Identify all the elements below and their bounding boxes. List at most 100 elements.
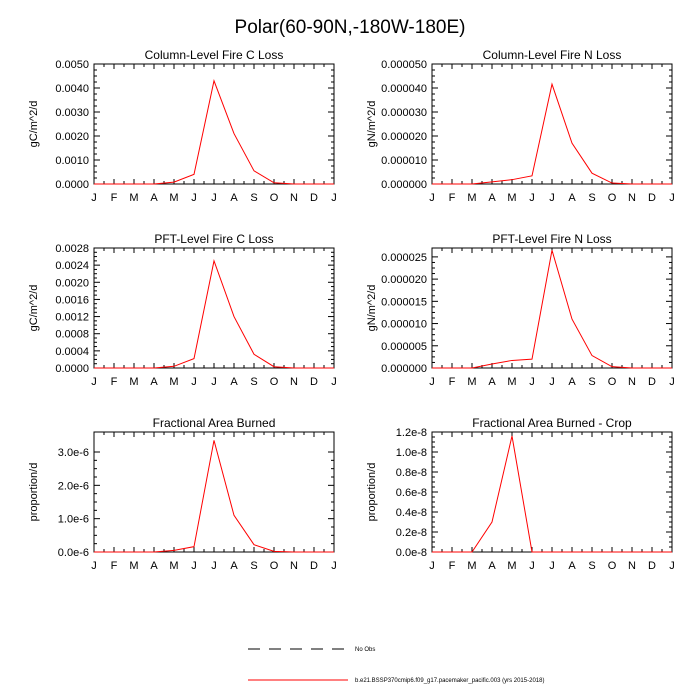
x-tick-label: O <box>608 192 617 204</box>
plot-frame <box>431 63 673 185</box>
y-tick-label: 1.0e-6 <box>58 514 89 526</box>
x-tick-label: D <box>648 560 656 572</box>
y-axis-label: gN/m^2/d <box>366 101 378 148</box>
plot-frame <box>431 431 673 553</box>
x-tick-label: J <box>191 376 197 388</box>
x-tick-label: J <box>211 376 217 388</box>
x-tick-label: O <box>608 376 617 388</box>
x-tick-label: O <box>270 560 279 572</box>
y-tick-label: 0.000015 <box>381 296 427 308</box>
x-tick-label: N <box>290 560 298 572</box>
panel-title: Column-Level Fire N Loss <box>483 48 622 62</box>
y-axis-label: proportion/d <box>366 463 378 522</box>
x-tick-label: S <box>250 192 257 204</box>
y-tick-label: 0.2e-8 <box>396 527 427 539</box>
y-tick-label: 0.0008 <box>55 329 89 341</box>
y-tick-label: 0.000020 <box>381 131 427 143</box>
legend-model-label: b.e21.BSSP370cmip6.f09_g17.pacemaker_pac… <box>355 678 544 684</box>
x-tick-label: M <box>169 560 178 572</box>
x-tick-label: A <box>568 376 576 388</box>
x-tick-label: N <box>628 376 636 388</box>
x-tick-label: J <box>91 560 97 572</box>
x-tick-label: A <box>488 376 496 388</box>
y-tick-label: 0.6e-8 <box>396 487 427 499</box>
x-tick-label: M <box>129 192 138 204</box>
x-tick-label: J <box>211 192 217 204</box>
x-tick-label: D <box>310 192 318 204</box>
x-tick-label: N <box>290 192 298 204</box>
x-tick-label: M <box>169 192 178 204</box>
series-line-model <box>432 82 672 185</box>
x-tick-label: J <box>429 192 435 204</box>
y-tick-label: 0.4e-8 <box>396 507 427 519</box>
x-tick-label: J <box>191 192 197 204</box>
series-line-model <box>432 250 672 369</box>
y-tick-label: 0.000010 <box>381 319 427 331</box>
x-tick-label: J <box>429 376 435 388</box>
x-tick-label: J <box>429 560 435 572</box>
plot-frame <box>431 247 673 369</box>
y-tick-label: 3.0e-6 <box>58 447 89 459</box>
x-tick-label: A <box>568 192 576 204</box>
x-tick-label: J <box>549 192 555 204</box>
x-tick-label: O <box>270 192 279 204</box>
y-tick-label: 0.0020 <box>55 277 89 289</box>
x-tick-label: S <box>588 560 595 572</box>
x-tick-label: M <box>169 376 178 388</box>
y-axis-label: proportion/d <box>28 463 40 522</box>
y-tick-label: 0.0040 <box>55 83 89 95</box>
plot-frame <box>93 247 335 369</box>
x-tick-label: D <box>310 376 318 388</box>
y-tick-label: 0.000030 <box>381 107 427 119</box>
x-tick-label: F <box>111 192 118 204</box>
x-tick-label: J <box>669 376 675 388</box>
x-tick-label: N <box>628 560 636 572</box>
x-tick-label: D <box>310 560 318 572</box>
figure-title: Polar(60-90N,-180W-180E) <box>235 17 466 38</box>
y-tick-label: 0.0028 <box>55 243 89 255</box>
panel-title: PFT-Level Fire N Loss <box>492 232 611 246</box>
x-tick-label: M <box>467 376 476 388</box>
y-tick-label: 0.000020 <box>381 274 427 286</box>
y-axis-label: gC/m^2/d <box>28 101 40 148</box>
x-tick-label: M <box>129 560 138 572</box>
series-line-model <box>94 259 334 369</box>
legend-obs-label: No Obs <box>355 647 375 653</box>
x-tick-label: J <box>331 376 337 388</box>
x-tick-label: J <box>211 560 217 572</box>
x-tick-label: A <box>230 376 238 388</box>
x-tick-label: J <box>331 560 337 572</box>
x-tick-label: J <box>529 192 535 204</box>
x-tick-label: J <box>529 376 535 388</box>
x-tick-label: A <box>488 192 496 204</box>
x-tick-label: J <box>549 560 555 572</box>
y-tick-label: 0.0e-6 <box>58 547 89 559</box>
x-tick-label: A <box>488 560 496 572</box>
y-tick-label: 0.000005 <box>381 341 427 353</box>
x-tick-label: M <box>507 192 516 204</box>
y-tick-label: 1.0e-8 <box>396 447 427 459</box>
x-tick-label: A <box>150 192 158 204</box>
y-tick-label: 0.0020 <box>55 131 89 143</box>
series-line-model <box>432 435 672 553</box>
legend: No Obs b.e21.BSSP370cmip6.f09_g17.pacema… <box>248 647 544 684</box>
panel-title: Fractional Area Burned - Crop <box>472 416 632 430</box>
x-tick-label: M <box>467 560 476 572</box>
x-tick-label: M <box>467 192 476 204</box>
x-tick-label: F <box>449 560 456 572</box>
x-tick-label: J <box>669 560 675 572</box>
x-tick-label: N <box>628 192 636 204</box>
y-axis-label: gN/m^2/d <box>366 285 378 332</box>
panel-title: Column-Level Fire C Loss <box>145 48 284 62</box>
x-tick-label: D <box>648 192 656 204</box>
x-tick-label: A <box>230 192 238 204</box>
y-tick-label: 0.000000 <box>381 363 427 375</box>
plot-frame <box>93 431 335 553</box>
y-tick-label: 0.0010 <box>55 155 89 167</box>
